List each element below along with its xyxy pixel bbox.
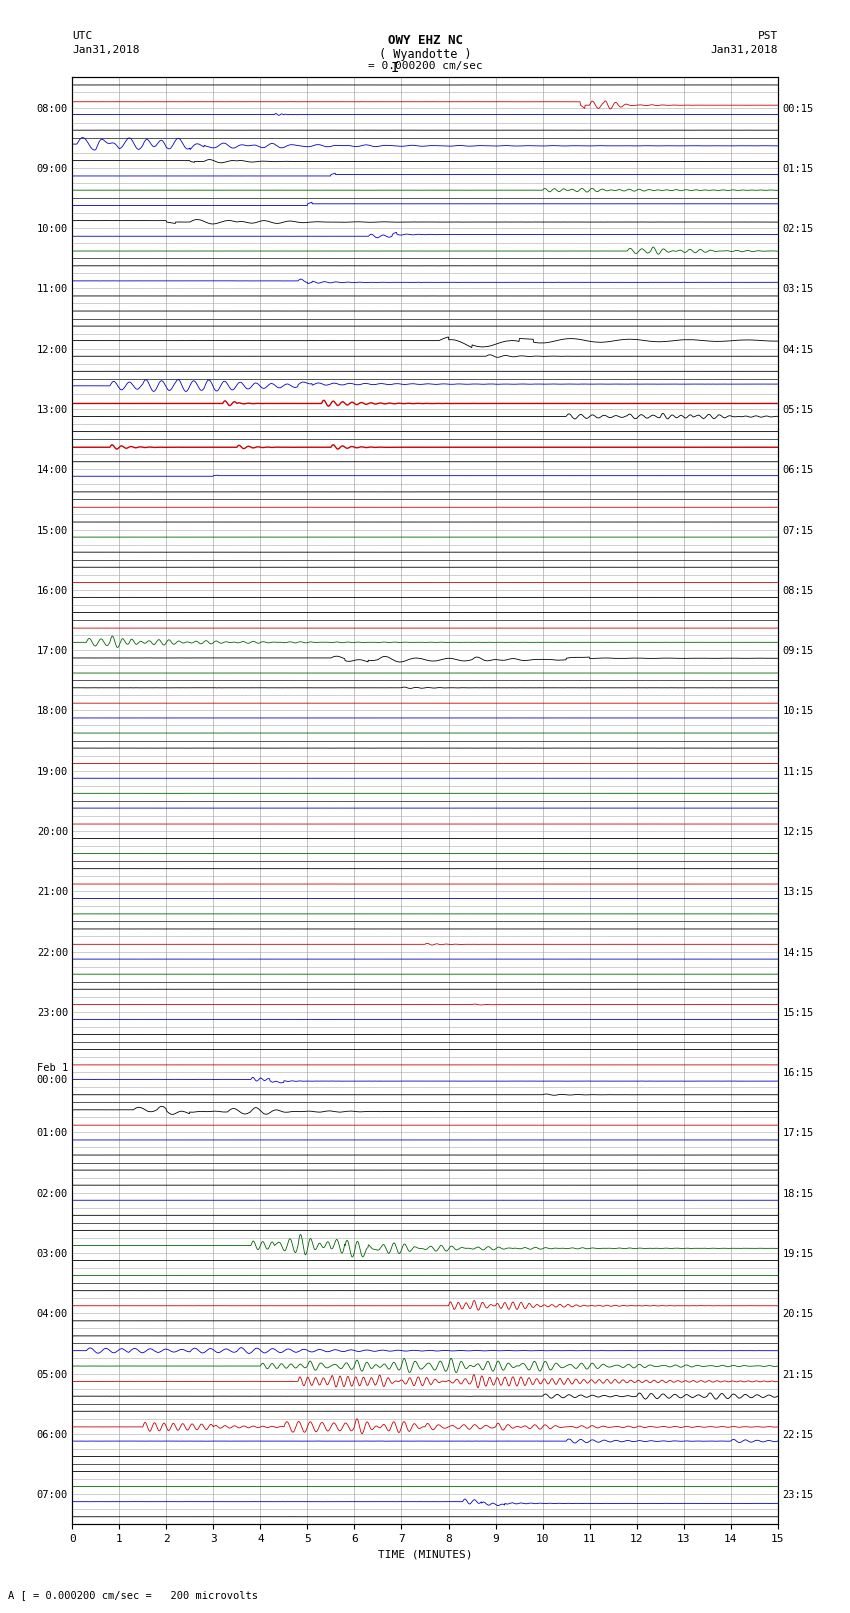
- X-axis label: TIME (MINUTES): TIME (MINUTES): [377, 1550, 473, 1560]
- Text: Jan31,2018: Jan31,2018: [72, 45, 139, 55]
- Text: A [ = 0.000200 cm/sec =   200 microvolts: A [ = 0.000200 cm/sec = 200 microvolts: [8, 1590, 258, 1600]
- Text: PST: PST: [757, 31, 778, 40]
- Text: I: I: [391, 61, 399, 76]
- Text: OWY EHZ NC: OWY EHZ NC: [388, 34, 462, 47]
- Text: UTC: UTC: [72, 31, 93, 40]
- Text: ( Wyandotte ): ( Wyandotte ): [379, 48, 471, 61]
- Text: = 0.000200 cm/sec: = 0.000200 cm/sec: [367, 61, 483, 71]
- Text: Jan31,2018: Jan31,2018: [711, 45, 778, 55]
